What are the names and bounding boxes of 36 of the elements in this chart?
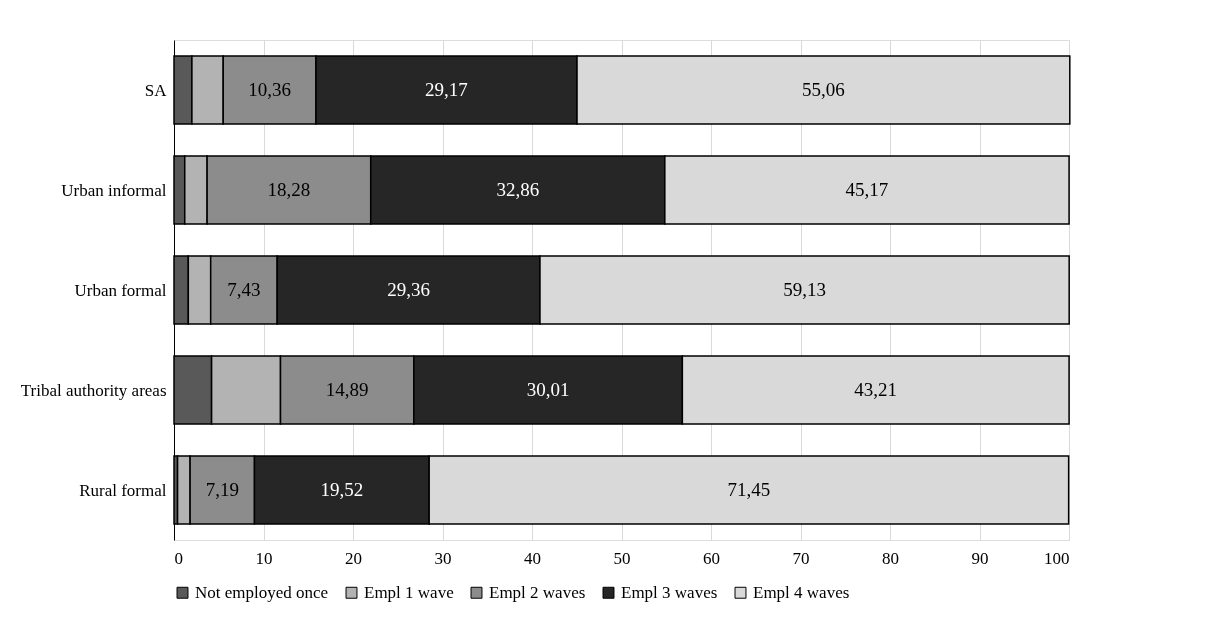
y-tick-label: Urban informal [61,180,167,200]
x-tick-label: 10 [255,548,273,568]
data-label: 14,89 [325,379,369,400]
data-label: 55,06 [802,79,845,100]
data-label: 29,36 [387,279,430,300]
x-tick-label: 20 [345,548,362,568]
x-tick-label: 70 [792,548,810,568]
legend-label: Empl 3 waves [621,582,718,602]
data-label: 45,17 [845,179,889,200]
x-tick-label: 40 [524,548,541,568]
x-tick-label: 60 [703,548,720,568]
data-label: 18,28 [267,179,311,200]
data-label: 7,19 [205,479,239,500]
y-tick-label: Urban formal [74,280,167,300]
x-tick-label: 100 [1044,548,1070,568]
x-tick-label: 50 [613,548,631,568]
data-label: 32,86 [496,179,540,200]
data-label: 7,43 [227,279,261,300]
data-label: 10,36 [248,79,291,100]
data-label: 59,13 [783,279,826,300]
x-tick-label: 30 [434,548,452,568]
y-tick-label: Tribal authority areas [20,380,167,400]
x-tick-label: 0 [174,548,183,568]
x-tick-label: 80 [882,548,899,568]
legend-label: Empl 2 waves [489,582,586,602]
legend-label: Not employed once [195,582,329,602]
data-label: 19,52 [320,479,364,500]
x-tick-label: 90 [971,548,989,568]
data-label: 71,45 [727,479,771,500]
data-label: 43,21 [854,379,898,400]
legend-label: Empl 4 waves [753,582,850,602]
legend-label: Empl 1 wave [364,582,454,602]
y-tick-label: Rural formal [79,480,167,500]
y-tick-label: SA [144,80,168,100]
data-label: 29,17 [425,79,468,100]
data-label: 30,01 [526,379,570,400]
